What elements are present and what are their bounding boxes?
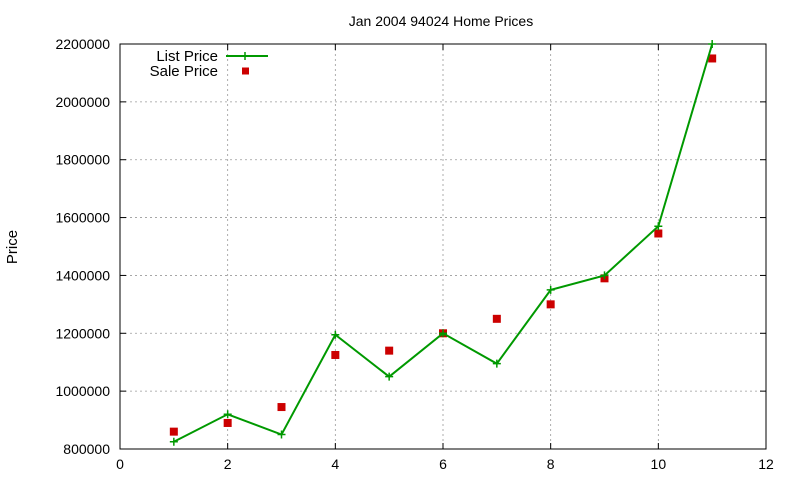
list-price-point bbox=[492, 359, 501, 368]
sale-price-point bbox=[169, 427, 178, 436]
x-tick-label: 12 bbox=[758, 456, 774, 472]
series-layer bbox=[169, 40, 717, 446]
list-price-point bbox=[277, 430, 286, 439]
y-tick-label: 1400000 bbox=[55, 267, 110, 283]
series-list-price bbox=[169, 40, 717, 446]
legend-label-list-price: List Price bbox=[156, 48, 218, 65]
y-tick-label: 1600000 bbox=[55, 210, 110, 226]
list-price-point bbox=[600, 271, 609, 280]
sale-price-point bbox=[385, 346, 394, 355]
y-tick-label: 1200000 bbox=[55, 325, 110, 341]
y-tick-label: 800000 bbox=[63, 441, 110, 457]
y-tick-label: 1000000 bbox=[55, 383, 110, 399]
legend-label-sale-price: Sale Price bbox=[150, 63, 218, 80]
axis-ticks bbox=[119, 43, 767, 450]
list-price-point bbox=[385, 372, 394, 381]
y-tick-label: 2200000 bbox=[55, 36, 110, 52]
y-axis-tick-labels: 800000 1000000 1200000 1400000 1600000 180000… bbox=[55, 36, 110, 457]
sale-price-point bbox=[331, 350, 340, 359]
sale-price-point bbox=[546, 300, 555, 309]
chart-title: Jan 2004 94024 Home Prices bbox=[349, 13, 533, 29]
list-price-point bbox=[654, 222, 663, 231]
sale-price-point bbox=[708, 54, 717, 63]
y-axis-label: Price bbox=[4, 230, 21, 264]
list-price-point bbox=[708, 40, 717, 48]
sale-price-point bbox=[277, 403, 286, 412]
x-tick-label: 8 bbox=[547, 456, 555, 472]
list-price-point bbox=[439, 329, 447, 338]
x-tick-label: 4 bbox=[331, 456, 339, 472]
x-axis-tick-labels: 0 2 4 6 8 10 12 bbox=[116, 456, 774, 472]
legend-marker-list-price bbox=[241, 52, 249, 60]
x-tick-label: 0 bbox=[116, 456, 124, 472]
x-tick-label: 10 bbox=[651, 456, 667, 472]
grid-lines bbox=[120, 44, 766, 449]
x-tick-label: 6 bbox=[439, 456, 447, 472]
list-price-point bbox=[223, 410, 232, 419]
x-tick-label: 2 bbox=[224, 456, 232, 472]
legend: List Price Sale Price bbox=[150, 48, 268, 80]
list-price-line bbox=[173, 43, 714, 443]
y-tick-label: 2000000 bbox=[55, 94, 110, 110]
list-price-point bbox=[331, 330, 340, 339]
sale-price-point bbox=[223, 418, 232, 427]
y-tick-label: 1800000 bbox=[55, 152, 110, 168]
list-price-point bbox=[546, 285, 555, 294]
sale-price-point bbox=[492, 314, 501, 323]
sale-price-point bbox=[654, 229, 663, 238]
list-price-point bbox=[169, 437, 178, 446]
legend-marker-sale-price bbox=[242, 67, 249, 75]
